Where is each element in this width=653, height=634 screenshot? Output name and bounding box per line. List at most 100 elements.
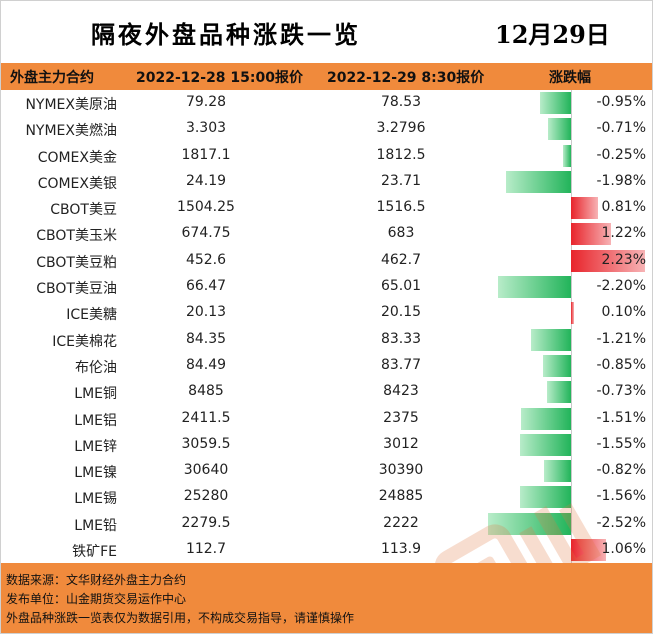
change-percent: 1.22% [601, 225, 646, 242]
footer: 数据来源：文华财经外盘主力合约 发布单位：山金期货交易运作中心 外盘品种涨跌一览… [1, 563, 652, 633]
change-percent: -0.85% [596, 356, 646, 373]
prev-quote: 84.49 [185, 356, 227, 373]
change-bar-down [539, 92, 571, 114]
table-row: LME铜 8485 8423 -0.73% [1, 379, 652, 405]
change-bar-down [562, 144, 571, 167]
table-header: 外盘主力合约 2022-12-28 15:00报价 2022-12-29 8:3… [1, 63, 652, 90]
table-row: CBOT美玉米 674.75 683 1.22% [1, 221, 652, 247]
table-row: COMEX美金 1817.1 1812.5 -0.25% [1, 143, 652, 169]
change-bar-down [543, 460, 571, 483]
footer-source: 数据来源：文华财经外盘主力合约 [6, 573, 187, 587]
change-bar-down [519, 486, 571, 509]
prev-quote: 2279.5 [181, 514, 231, 531]
header-change: 涨跌幅 [549, 70, 591, 86]
prev-quote: 1817.1 [181, 146, 231, 163]
curr-quote: 30390 [378, 462, 424, 479]
change-bar-down [531, 328, 571, 351]
change-bar-down [487, 512, 571, 535]
change-bar-down [521, 407, 571, 430]
curr-quote: 462.7 [380, 251, 422, 268]
table-row: 布伦油 84.49 83.77 -0.85% [1, 353, 652, 379]
contract-name: CBOT美豆油 [36, 281, 117, 298]
footer-publisher: 发布单位：山金期货交易运作中心 [6, 592, 187, 606]
curr-quote: 1812.5 [376, 146, 426, 163]
change-bar-down [547, 118, 571, 141]
change-percent: -0.73% [596, 383, 646, 400]
curr-quote: 78.53 [380, 94, 422, 110]
prev-quote: 8485 [188, 383, 224, 400]
bar-zero-axis [571, 90, 572, 563]
change-percent: -1.51% [596, 409, 646, 426]
title-bar: 隔夜外盘品种涨跌一览 12月29日 [1, 1, 652, 63]
table-row: CBOT美豆 1504.25 1516.5 0.81% [1, 195, 652, 221]
change-bar-down [498, 276, 571, 299]
table-row: LME锌 3059.5 3012 -1.55% [1, 432, 652, 458]
prev-quote: 30640 [183, 462, 229, 479]
change-percent: 2.23% [601, 251, 646, 268]
contract-name: CBOT美玉米 [36, 228, 117, 245]
prev-quote: 1504.25 [177, 199, 235, 216]
change-bar-up [571, 197, 598, 220]
change-percent: -0.95% [596, 94, 646, 110]
contract-name: NYMEX美燃油 [25, 123, 117, 140]
change-bar-up [571, 249, 645, 272]
curr-quote: 65.01 [380, 278, 422, 295]
prev-quote: 79.28 [185, 94, 227, 110]
curr-quote: 24885 [378, 488, 424, 505]
contract-name: COMEX美金 [37, 149, 117, 166]
change-bar-down [546, 381, 571, 404]
contract-name: LME铝 [74, 412, 117, 429]
prev-quote: 452.6 [185, 251, 227, 268]
contract-name: 铁矿FE [72, 544, 117, 561]
change-percent: -1.56% [596, 488, 646, 505]
change-percent: -1.21% [596, 330, 646, 347]
contract-name: ICE美糖 [66, 307, 117, 324]
curr-quote: 113.9 [380, 541, 422, 558]
contract-name: ICE美棉花 [52, 333, 117, 350]
curr-quote: 83.33 [380, 330, 422, 347]
change-bar-up [571, 539, 606, 562]
change-bar-down [505, 170, 571, 193]
report-title: 隔夜外盘品种涨跌一览 [91, 20, 361, 49]
change-bar-down [542, 354, 571, 377]
report-date: 12月29日 [495, 20, 610, 49]
table-row: 铁矿FE 112.7 113.9 1.06% [1, 537, 652, 563]
table-row: CBOT美豆油 66.47 65.01 -2.20% [1, 274, 652, 300]
change-percent: 1.06% [601, 541, 646, 558]
contract-name: 布伦油 [75, 359, 117, 376]
prev-quote: 20.13 [185, 304, 227, 321]
contract-name: CBOT美豆 [50, 202, 117, 219]
change-percent: -2.52% [596, 514, 646, 531]
table-row: LME镍 30640 30390 -0.82% [1, 458, 652, 484]
contract-name: CBOT美豆粕 [36, 254, 117, 271]
curr-quote: 3012 [383, 435, 419, 452]
prev-quote: 3059.5 [181, 435, 231, 452]
curr-quote: 8423 [383, 383, 419, 400]
table-row: LME铝 2411.5 2375 -1.51% [1, 406, 652, 432]
change-percent: -0.71% [596, 120, 646, 137]
contract-name: LME锌 [74, 438, 117, 455]
contract-name: COMEX美银 [37, 175, 117, 192]
table-row: ICE美糖 20.13 20.15 0.10% [1, 300, 652, 326]
change-percent: -1.98% [596, 172, 646, 189]
prev-quote: 2411.5 [181, 409, 231, 426]
prev-quote: 84.35 [185, 330, 227, 347]
table-row: COMEX美银 24.19 23.71 -1.98% [1, 169, 652, 195]
prev-quote: 25280 [183, 488, 229, 505]
change-percent: 0.81% [601, 199, 646, 216]
prev-quote: 3.303 [185, 120, 227, 137]
curr-quote: 23.71 [380, 172, 422, 189]
curr-quote: 3.2796 [376, 120, 426, 137]
footer-disclaimer: 外盘品种涨跌一览表仅为数据引用，不构成交易指导，请谨慎操作 [6, 611, 355, 625]
change-percent: -1.55% [596, 435, 646, 452]
table-row: CBOT美豆粕 452.6 462.7 2.23% [1, 248, 652, 274]
curr-quote: 20.15 [380, 304, 422, 321]
curr-quote: 683 [387, 225, 415, 242]
curr-quote: 2375 [383, 409, 419, 426]
change-percent: -0.82% [596, 462, 646, 479]
header-curr-quote: 2022-12-29 8:30报价 [327, 70, 485, 86]
table-row: NYMEX美原油 79.28 78.53 -0.95% [1, 90, 652, 116]
curr-quote: 1516.5 [376, 199, 426, 216]
change-bar-down [519, 433, 571, 456]
change-bar-up [571, 223, 612, 246]
